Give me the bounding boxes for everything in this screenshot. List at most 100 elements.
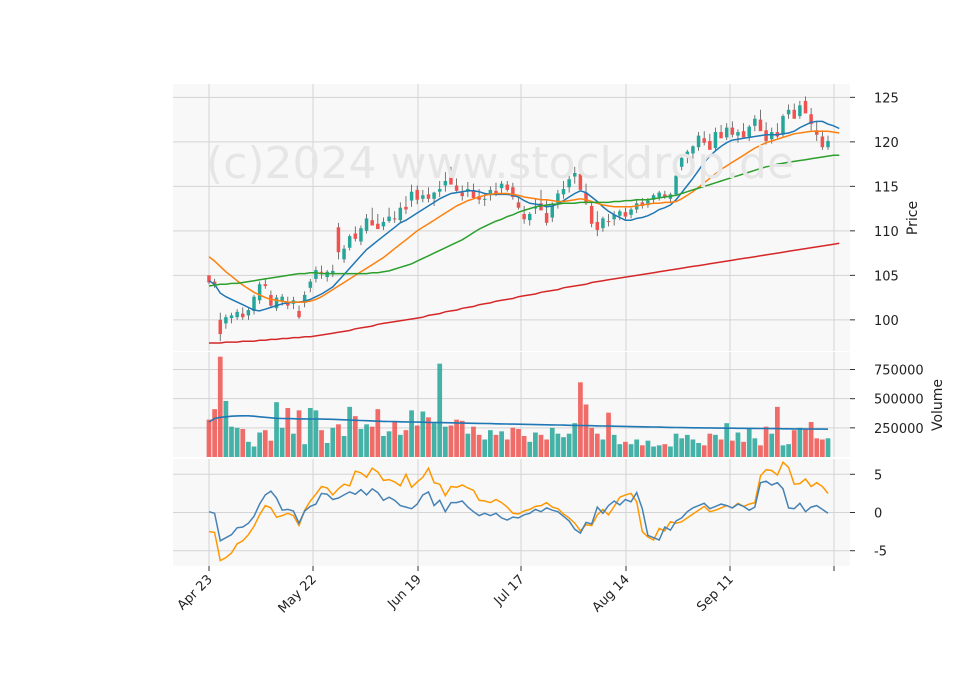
volume-bar	[459, 420, 465, 457]
candle-body	[314, 270, 318, 279]
candle-body	[229, 315, 234, 319]
volume-bar	[814, 438, 820, 457]
volume-tick-label: 750000	[874, 364, 924, 379]
volume-bar	[684, 434, 690, 457]
volume-bar	[488, 430, 493, 457]
volume-bar	[358, 429, 364, 457]
volume-bar	[566, 433, 572, 457]
volume-bar	[645, 440, 651, 457]
price-panel-background	[173, 84, 850, 351]
oscillator-line-1	[208, 460, 829, 562]
candle-body	[589, 205, 594, 224]
candle-body	[803, 100, 808, 114]
volume-bar	[544, 439, 549, 457]
candle-body	[376, 223, 380, 230]
candle-body	[516, 202, 521, 208]
volume-bar	[707, 433, 713, 457]
volume-bar	[752, 438, 758, 457]
candle-body	[792, 109, 796, 119]
volume-bar	[656, 445, 662, 457]
candle-body	[212, 281, 217, 285]
x-axis: Apr 23 May 22 Jun 19 Jul 17 Aug 14 Sep 11	[175, 566, 835, 616]
candle-body	[302, 294, 307, 303]
candle-body	[567, 179, 571, 188]
candle-body	[815, 130, 819, 135]
volume-bar	[504, 439, 510, 457]
candle-body	[674, 175, 678, 195]
candle-body	[544, 213, 549, 223]
candle-body	[494, 190, 498, 194]
candle-body	[421, 195, 425, 199]
candle-body	[274, 297, 279, 309]
volume-bar	[347, 406, 353, 457]
volume-bar	[651, 446, 656, 457]
volume-bar	[746, 427, 752, 457]
volume-bar	[274, 402, 279, 457]
candle-body	[454, 185, 459, 191]
candle-body	[578, 173, 583, 190]
volume-bar	[690, 439, 696, 457]
volume-bar	[420, 411, 426, 457]
volume-bar	[229, 426, 234, 457]
volume-bar	[313, 410, 319, 457]
candle-body	[623, 212, 628, 217]
candle-body	[781, 116, 785, 135]
volume-bar	[369, 426, 375, 457]
volume-bar	[741, 441, 746, 457]
volume-bar	[330, 427, 336, 457]
volume-bar	[724, 423, 730, 457]
volume-bar	[426, 417, 431, 457]
volume-bar	[482, 439, 488, 457]
candle-body	[719, 132, 723, 139]
candle-body	[528, 213, 532, 221]
volume-bar	[578, 382, 583, 457]
volume-bar	[533, 432, 538, 457]
volume-bar	[454, 419, 459, 457]
candle-body	[753, 118, 757, 126]
volume-bar	[262, 430, 268, 457]
candle-body	[347, 236, 352, 248]
volume-bar	[516, 429, 521, 457]
price-tick-label: 125	[874, 91, 899, 106]
volume-bar	[572, 423, 578, 457]
volume-bar	[223, 401, 229, 457]
candle-body	[471, 189, 476, 198]
volume-bar	[594, 433, 600, 457]
x-tick-label: Jun 19	[385, 572, 425, 612]
volume-bar	[386, 431, 392, 457]
candle-body	[708, 140, 712, 150]
moving-average-line-2	[208, 130, 840, 303]
candle-body	[522, 213, 526, 220]
volume-bar	[285, 408, 291, 457]
volume-bar	[437, 363, 443, 457]
volume-bar	[679, 438, 685, 457]
candle-body	[618, 211, 622, 216]
candle-body	[297, 310, 301, 318]
volume-bar	[414, 425, 420, 457]
volume-bar	[555, 433, 561, 457]
volume-bar	[217, 356, 223, 457]
volume-bar	[499, 431, 504, 457]
candle-body	[319, 271, 324, 273]
volume-bar	[561, 437, 566, 457]
volume-bar	[397, 434, 403, 457]
candle-body	[561, 189, 566, 195]
price-tick-label: 115	[874, 180, 899, 195]
candle-body	[629, 209, 633, 215]
volume-bar	[701, 445, 707, 457]
volume-panel: 250000 500000 750000 Volume	[173, 352, 946, 457]
volume-bar	[729, 440, 735, 457]
volume-bar	[336, 424, 341, 457]
candle-body	[235, 311, 239, 318]
volume-bar	[628, 444, 634, 457]
moving-average-line-4	[209, 242, 840, 344]
candle-body	[415, 189, 419, 200]
candle-body	[426, 194, 431, 199]
volume-bar	[381, 436, 386, 457]
price-tick-label: 105	[874, 269, 899, 284]
volume-bar	[763, 426, 769, 457]
candle-body	[359, 228, 363, 242]
candle-body	[443, 181, 448, 186]
candle-body	[651, 195, 656, 200]
